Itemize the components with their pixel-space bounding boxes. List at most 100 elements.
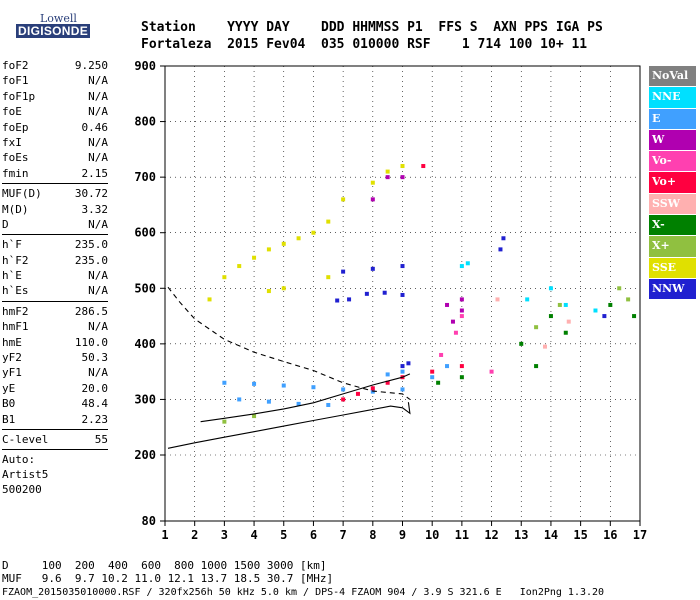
legend: NoVal NNE E W Vo- Vo+ SSW X- X+ SSE NNW [649,66,696,300]
echo-point [400,369,405,374]
echo-point [406,361,411,366]
y-tick-label: 700 [134,170,156,184]
param-row: foF1 N/A [2,73,108,88]
echo-point [364,291,369,296]
auto-label: Auto: [2,453,36,467]
autoscaling-info: Auto: Artist5 500200 [2,452,108,497]
param-value: 20.0 [81,381,109,395]
param-key: B0 [2,397,16,411]
echo-point [566,319,571,324]
echo-point [548,314,553,319]
echo-point [465,261,470,266]
param-row: M(D) 3.32 [2,202,108,217]
param-key: D [2,217,9,231]
param-row: hmE 110.0 [2,335,108,350]
y-tick-label: 800 [134,115,156,129]
param-key: fxI [2,135,22,149]
echo-point [563,330,568,335]
echo-point [252,381,257,386]
echo-point [266,399,271,404]
echo-point [266,247,271,252]
legend-entry: SSE [649,257,696,278]
parameter-panel: foF2 9.250 foF1 N/A foF1p N/A foE N/A foEp 0.46 fx… [2,58,108,497]
echo-point [382,290,387,295]
x-tick-label: 16 [603,528,617,542]
param-row: h`Es N/A [2,283,108,298]
legend-entry: SSW [649,193,696,215]
legend-entry: Vo- [649,151,696,172]
param-row: fmin 2.15 [2,166,108,181]
echo-point [400,387,405,392]
x-tick-label: 9 [399,528,406,542]
param-row: B1 2.23 [2,412,108,427]
echo-point [385,372,390,377]
param-row: hmF1 N/A [2,319,108,334]
param-row: D N/A [2,217,108,232]
param-value: 48.4 [81,397,109,411]
param-value: 235.0 [74,238,108,252]
profile-dashed-line [167,286,411,400]
divider [2,449,108,451]
param-key: foF1p [2,89,36,103]
param-key: hmF1 [2,320,29,334]
echo-point [501,236,506,241]
param-value: 235.0 [74,253,108,267]
y-tick-label: 200 [134,448,156,462]
legend-entry: NNW [649,278,696,300]
echo-point [326,402,331,407]
y-tick-label: 300 [134,392,156,406]
echo-point [459,314,464,319]
param-key: h`F [2,238,22,252]
echo-point [222,419,227,424]
param-key: h`E [2,269,22,283]
param-key: yE [2,381,16,395]
x-tick-label: 4 [250,528,257,542]
divider [2,300,108,302]
x-tick-label: 6 [310,528,317,542]
param-value: N/A [88,89,108,103]
echo-point [252,414,257,419]
y-tick-label: 400 [134,337,156,351]
footer-distance-row: D 100 200 400 600 800 1000 1500 3000 [km… [2,559,327,572]
echo-point [385,175,390,180]
auto-artist: Artist5 [2,468,49,482]
echo-point [557,302,562,307]
y-tick-label: 900 [134,59,156,73]
echo-point [459,297,464,302]
y-tick-label: 500 [134,281,156,295]
param-value: N/A [88,284,108,298]
echo-point [608,302,613,307]
param-key: hmE [2,335,22,349]
divider [2,183,108,185]
param-value: 110.0 [74,335,108,349]
echo-point [281,286,286,291]
divider [2,428,108,430]
echo-point [252,255,257,260]
echo-point [534,325,539,330]
echo-point [439,352,444,357]
x-tick-label: 11 [455,528,469,542]
echo-point [632,314,637,319]
param-row: foE N/A [2,104,108,119]
param-group-4: hmF2 286.5 hmF1 N/A hmE 110.0 yF2 50.3 yF1 N/A yE 2… [2,304,108,427]
echo-point [237,397,242,402]
echo-point [445,302,450,307]
logo-lowell-text: Lowell [40,12,77,25]
x-tick-label: 5 [280,528,287,542]
echo-point [326,275,331,280]
legend-entry: E [649,108,696,129]
echo-point [400,175,405,180]
y-tick-label: 80 [142,514,156,528]
logo-digisonde-text: DIGISONDE [16,24,91,38]
echo-point [281,383,286,388]
echo-point [421,164,426,169]
param-key: MUF(D) [2,187,42,201]
echo-point [370,266,375,271]
echo-point [445,364,450,369]
param-row: C-level 55 [2,432,108,447]
echo-point [626,297,631,302]
param-value: 286.5 [74,304,108,318]
param-value: N/A [88,366,108,380]
echo-point [370,180,375,185]
param-value: 3.32 [81,202,109,216]
